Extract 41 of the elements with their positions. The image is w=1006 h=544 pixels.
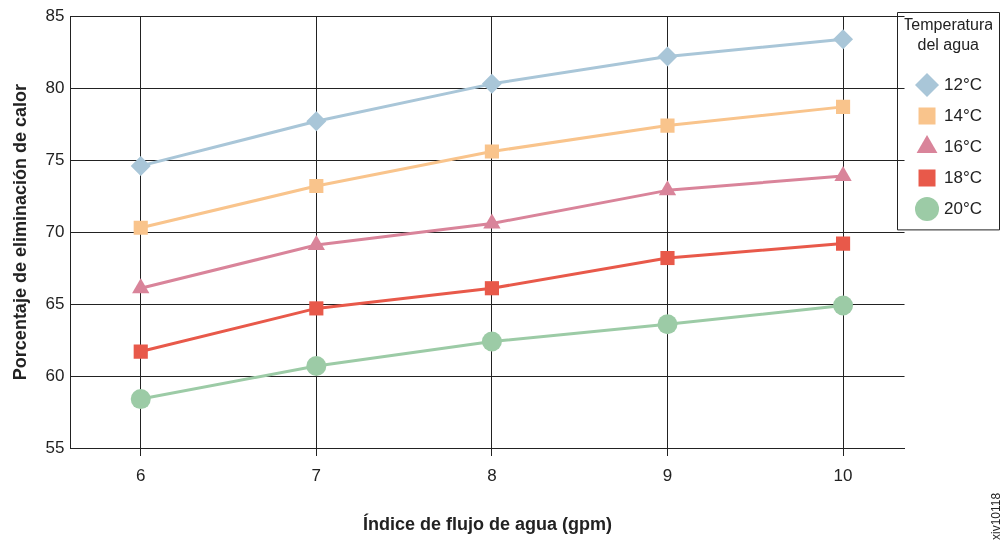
text: xiv10118: [989, 492, 1004, 540]
y-tick-label: 70: [45, 221, 65, 241]
point: [484, 281, 499, 296]
point: [660, 118, 675, 133]
y-tick-label: 75: [45, 149, 65, 169]
y-tick-label: 85: [45, 5, 65, 25]
legend-label: 14°C: [944, 105, 982, 125]
y-axis-title: Porcentaje de eliminación de calor: [9, 84, 30, 381]
point: [833, 295, 854, 316]
y-tick-label: 65: [45, 293, 65, 313]
point: [660, 250, 675, 266]
point: [133, 220, 148, 235]
point: [130, 389, 151, 410]
y-tick-label: 60: [45, 365, 65, 385]
point: [133, 344, 148, 359]
point: [307, 235, 325, 251]
legend-label: 20°C: [944, 198, 982, 218]
point: [306, 111, 327, 132]
point: [484, 144, 499, 159]
y-tick-label: 80: [45, 77, 65, 97]
y-tick-label: 55: [45, 437, 65, 457]
legend-label: 12°C: [944, 74, 982, 94]
x-tick-label: 6: [136, 465, 146, 485]
point: [657, 46, 678, 67]
legend-label: 16°C: [944, 136, 982, 156]
point: [835, 99, 851, 114]
point: [309, 301, 324, 316]
point: [306, 355, 327, 376]
x-tick-label: 10: [833, 465, 853, 485]
point: [833, 29, 854, 50]
point: [657, 314, 678, 335]
legend-label: 18°C: [944, 167, 982, 187]
point: [481, 73, 502, 94]
x-axis-title: Índice de flujo de agua (gpm): [363, 513, 613, 535]
point: [130, 155, 151, 176]
point: [835, 236, 851, 251]
x-tick-label: 8: [487, 465, 497, 485]
point: [309, 178, 324, 194]
x-tick-label: 9: [662, 465, 673, 485]
x-tick-label: 7: [311, 465, 322, 485]
point: [481, 331, 502, 352]
